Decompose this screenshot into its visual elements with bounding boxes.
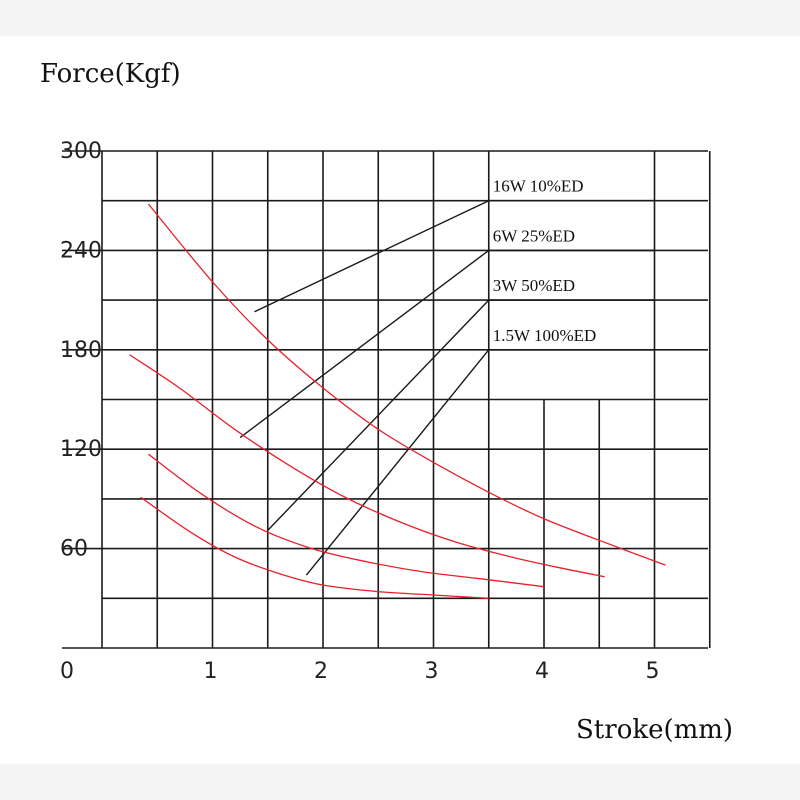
legend-callouts: 16W 10%ED 6W 25%ED 3W 50%ED 1.5W 100%ED xyxy=(239,153,655,576)
series-lines xyxy=(129,203,666,599)
series-line xyxy=(140,496,489,599)
x-axis-label: Stroke(mm) xyxy=(576,715,733,745)
tick-labels: 60 120 180 240 300 0 1 2 3 4 5 xyxy=(60,139,660,684)
series-line xyxy=(129,354,605,578)
y-tick-label: 240 xyxy=(60,238,102,263)
x-tick-label: 1 xyxy=(204,659,218,684)
y-tick-label: 180 xyxy=(60,338,102,363)
legend-label-plate xyxy=(490,202,654,250)
legend-label-plate xyxy=(490,153,654,200)
legend-leader-line xyxy=(267,299,490,531)
x-tick-label: 2 xyxy=(314,659,328,684)
legend-label-plate xyxy=(490,302,654,349)
x-tick-label: 5 xyxy=(646,659,660,684)
legend-leader-line xyxy=(254,200,490,313)
series-line xyxy=(147,203,666,566)
series-line xyxy=(148,453,545,588)
y-tick-label: 120 xyxy=(60,437,102,462)
legend-leader-line xyxy=(239,249,490,439)
legend-label: 3W 50%ED xyxy=(493,276,575,295)
x-tick-label: 3 xyxy=(425,659,439,684)
legend-leader-line xyxy=(305,349,490,576)
x-tick-label: 4 xyxy=(535,659,549,684)
legend-label: 6W 25%ED xyxy=(493,226,575,245)
legend-label-plate xyxy=(490,252,654,300)
y-axis-label: Force(Kgf) xyxy=(40,59,181,89)
y-tick-label: 300 xyxy=(60,139,102,164)
legend-label: 16W 10%ED xyxy=(493,177,584,196)
y-tick-label: 60 xyxy=(60,537,88,562)
x-tick-label: 0 xyxy=(60,659,74,684)
legend-label: 1.5W 100%ED xyxy=(493,326,597,345)
